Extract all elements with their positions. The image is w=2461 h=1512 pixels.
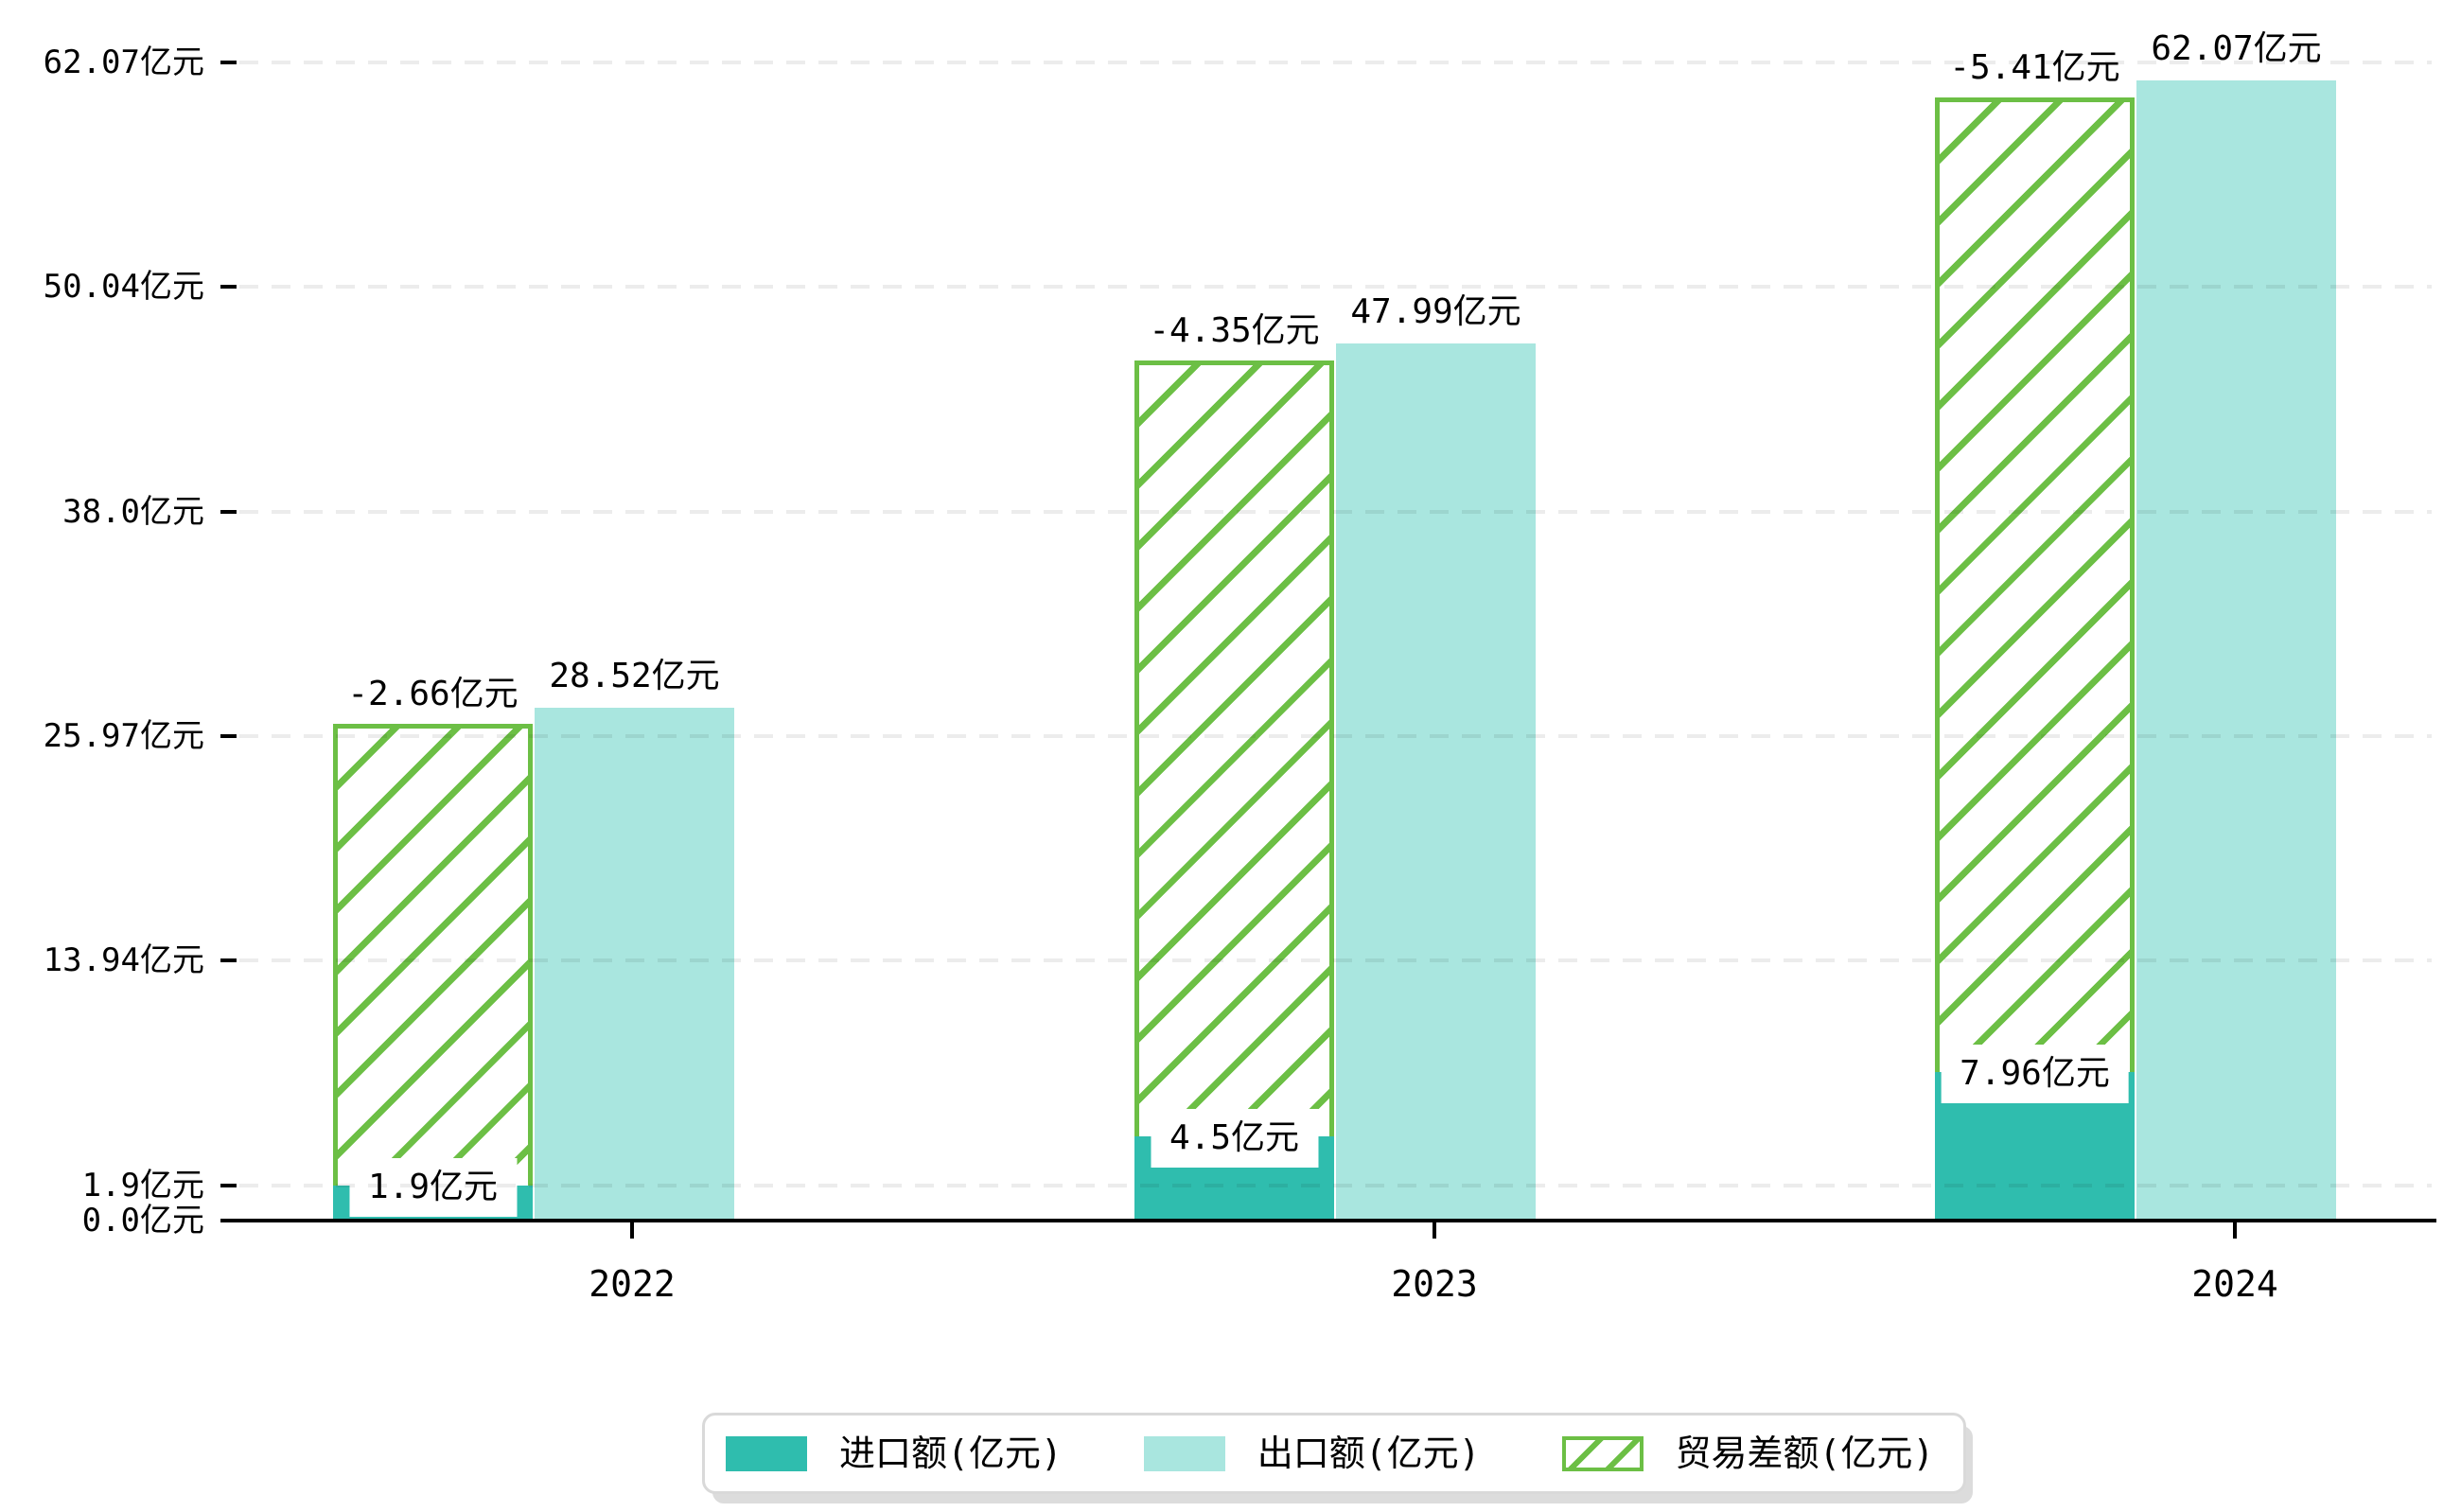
y-tick-mark [220,733,237,738]
legend-item-0: 进口额(亿元) [726,1432,1063,1475]
y-tick-mark [220,958,237,963]
y-tick-label: 13.94亿元 [43,941,204,980]
legend-label: 进口额(亿元) [839,1433,1063,1474]
legend-item-1: 出口额(亿元) [1143,1432,1481,1475]
bar-export-2022 [535,707,734,1221]
y-tick-mark [220,509,237,514]
x-tick-label-2023: 2023 [1391,1263,1478,1305]
y-tick-mark [220,285,237,290]
bar-trade-balance-2022 [333,724,533,1221]
y-tick-mark [220,60,237,64]
bar-trade-balance-2024 [1935,97,2135,1221]
legend-swatch-icon [726,1435,807,1471]
y-tick-label: 62.07亿元 [43,43,204,81]
x-tick-mark-2023 [1433,1222,1436,1239]
y-tick-label: 1.9亿元 [81,1166,204,1204]
legend-swatch-icon [1561,1435,1644,1471]
legend: 进口额(亿元) 出口额(亿元) 贸易差额(亿元) [702,1413,1966,1494]
x-tick-label-2024: 2024 [2191,1263,2278,1305]
label-export-2024: 62.07亿元 [2151,29,2322,69]
y-tick-label: 25.97亿元 [43,716,204,755]
label-trade-balance-2022: -2.66亿元 [347,675,519,714]
x-tick-mark-2022 [630,1222,634,1239]
x-tick-label-2022: 2022 [589,1263,676,1305]
y-tick-label: 38.0亿元 [62,492,204,531]
label-import-2024: 7.96亿元 [1941,1045,2129,1104]
y-tick-label: 50.04亿元 [43,268,204,307]
legend-item-2: 贸易差额(亿元) [1561,1432,1935,1475]
x-axis-line [220,1219,2436,1222]
label-export-2023: 47.99亿元 [1350,292,1521,332]
label-trade-balance-2024: -5.41亿元 [1949,48,2120,88]
legend-label: 贸易差额(亿元) [1675,1433,1935,1474]
label-trade-balance-2023: -4.35亿元 [1149,311,1320,351]
x-tick-mark-2024 [2233,1222,2237,1239]
bar-trade-balance-2023 [1134,360,1334,1221]
y-tick-mark [220,1183,237,1187]
bar-export-2024 [2136,80,2336,1221]
legend-swatch-icon [1143,1435,1225,1471]
legend-label: 出口额(亿元) [1257,1433,1481,1474]
y-tick-label: 0.0亿元 [81,1202,204,1239]
label-import-2023: 4.5亿元 [1150,1109,1319,1169]
label-import-2022: 1.9亿元 [348,1157,518,1217]
bar-export-2023 [1336,343,1536,1221]
label-export-2022: 28.52亿元 [549,656,720,695]
